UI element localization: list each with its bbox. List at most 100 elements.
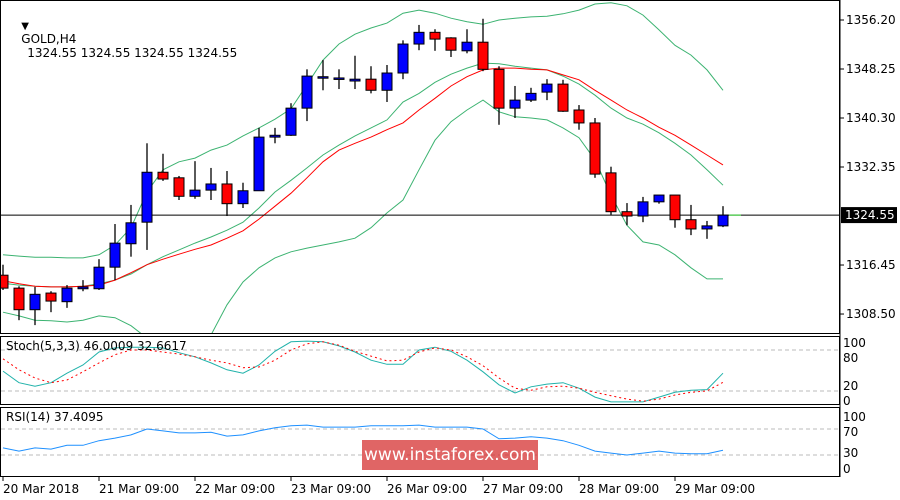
candle: [605, 166, 617, 215]
price-axis-label: 1348.25: [846, 62, 896, 76]
bearish-candle-body: [477, 41, 489, 70]
candle: [541, 79, 553, 101]
bullish-candle-body: [381, 72, 393, 91]
candle: [445, 37, 457, 57]
candle: [621, 203, 633, 226]
bullish-candle-body: [349, 78, 361, 82]
candle: [669, 194, 681, 228]
bearish-candle-body: [365, 78, 377, 91]
moving-average-line: [2, 67, 724, 288]
bollinger-upper-line: [2, 2, 724, 259]
time-axis-label: 26 Mar 09:00: [387, 482, 467, 496]
bearish-candle-body: [13, 287, 25, 311]
bollinger-middle-line: [2, 62, 724, 288]
time-axis-label: 21 Mar 09:00: [99, 482, 179, 496]
candle: [45, 291, 57, 313]
bullish-candle-body: [285, 107, 297, 136]
stoch-axis-label: 20: [843, 379, 858, 393]
stochastic-panel: [1, 340, 839, 403]
price-axis-label: 1356.20: [846, 13, 896, 27]
candle: [493, 66, 505, 125]
rsi-label: RSI(14) 37.4095: [6, 410, 104, 424]
bullish-candle-body: [141, 171, 153, 223]
candle: [13, 286, 25, 321]
candle: [77, 280, 89, 292]
candle: [237, 182, 249, 209]
bollinger-lower-line: [2, 99, 723, 333]
bullish-candle-body: [189, 189, 201, 197]
candle: [413, 24, 425, 51]
time-axis-label: 27 Mar 09:00: [483, 482, 563, 496]
candle: [205, 167, 217, 200]
bullish-candle-body: [77, 286, 89, 290]
bearish-candle-body: [557, 83, 569, 112]
bearish-candle-body: [173, 177, 185, 197]
bearish-candle-body: [1, 274, 9, 289]
bearish-candle-body: [589, 122, 601, 175]
rsi-axis-label: 0: [843, 462, 851, 476]
bullish-candle-body: [397, 43, 409, 74]
rsi-axis-label: 100: [843, 410, 866, 424]
time-axis-label: 22 Mar 09:00: [195, 482, 275, 496]
candle: [269, 127, 281, 144]
bearish-candle-body: [605, 172, 617, 213]
bullish-candle-body: [205, 183, 217, 191]
candle: [253, 127, 265, 192]
candle: [365, 66, 377, 94]
candle: [589, 118, 601, 178]
candle: [429, 29, 441, 51]
stoch-main-line: [2, 340, 724, 403]
current-price-label: 1324.55: [845, 208, 895, 222]
price-axis-label: 1340.30: [846, 111, 896, 125]
bullish-candle-body: [333, 77, 345, 80]
bullish-candle-body: [269, 134, 281, 138]
candle: [29, 286, 41, 326]
bearish-candle-body: [669, 194, 681, 221]
candle: [525, 87, 537, 102]
candle: [125, 204, 137, 257]
candle: [61, 285, 73, 308]
rsi-axis-label: 70: [843, 425, 858, 439]
bearish-candle-body: [621, 211, 633, 217]
candle: [93, 259, 105, 290]
stoch-label: Stoch(5,3,3) 46.0009 32.6617: [6, 339, 187, 353]
candle: [301, 69, 313, 122]
bullish-candle-body: [253, 136, 265, 192]
bullish-candle-body: [637, 201, 649, 217]
watermark: www.instaforex.com: [362, 440, 538, 470]
candle: [189, 161, 201, 199]
candle: [157, 153, 169, 181]
bullish-candle-body: [717, 214, 729, 227]
candle: [317, 60, 329, 91]
time-axis-label: 23 Mar 09:00: [291, 482, 371, 496]
candle: [333, 69, 345, 90]
chart-header: ▼ GOLD,H4 1324.55 1324.55 1324.55 1324.5…: [6, 4, 237, 74]
triangle-down-icon[interactable]: ▼: [21, 21, 29, 32]
candle: [685, 204, 697, 236]
bearish-candle-body: [445, 37, 457, 51]
bullish-candle-body: [541, 83, 553, 93]
bullish-candle-body: [525, 92, 537, 101]
candle: [461, 29, 473, 54]
bullish-candle-body: [29, 293, 41, 311]
stoch-axis-label: 80: [843, 351, 858, 365]
candle: [509, 85, 521, 119]
bullish-candle-body: [301, 75, 313, 109]
current-price-box: [841, 207, 897, 224]
rsi-line: [2, 424, 724, 456]
candle: [477, 18, 489, 72]
candle: [381, 64, 393, 102]
bearish-candle-body: [573, 109, 585, 124]
bearish-candle-body: [685, 219, 697, 230]
candle: [637, 196, 649, 223]
bullish-candle-body: [653, 194, 665, 203]
time-axis-label: 28 Mar 09:00: [579, 482, 659, 496]
price-axis-label: 1332.35: [846, 160, 896, 174]
symbol-label: GOLD,H4: [21, 32, 77, 46]
bullish-candle-body: [317, 76, 329, 79]
bearish-candle-body: [429, 31, 441, 40]
bullish-candle-body: [61, 287, 73, 303]
candle: [285, 103, 297, 136]
ohlc-readout: 1324.55 1324.55 1324.55 1324.55: [27, 46, 238, 60]
